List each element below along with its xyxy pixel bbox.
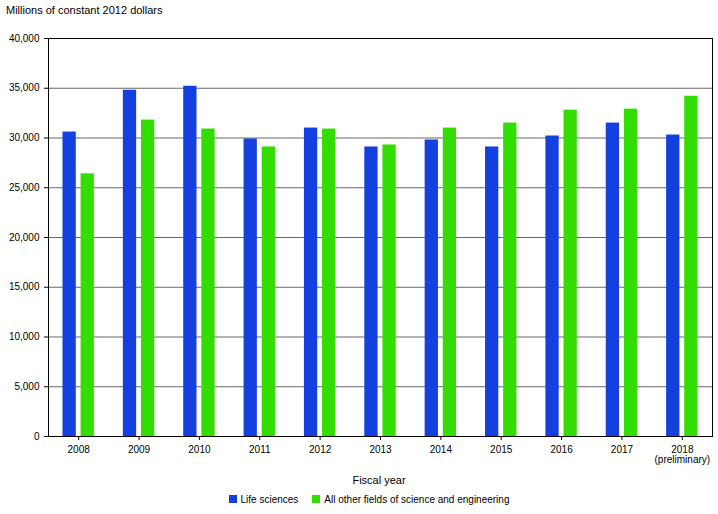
html-text:Life sciences: Life sciences (240, 493, 299, 505)
svg-text:2009: 2009 (128, 444, 151, 455)
svg-text:2012: 2012 (309, 444, 332, 455)
svg-text:40,000: 40,000 (9, 33, 40, 44)
svg-text:5,000: 5,000 (14, 381, 39, 392)
svg-text:2016: 2016 (550, 444, 573, 455)
svg-text:0: 0 (34, 431, 40, 442)
svg-text:15,000: 15,000 (9, 281, 40, 292)
svg-text:30,000: 30,000 (9, 132, 40, 143)
html-text:Fiscal year: Fiscal year (352, 474, 406, 486)
svg-text:20,000: 20,000 (9, 232, 40, 243)
svg-text:2014: 2014 (430, 444, 453, 455)
svg-text:2018(preliminary): 2018(preliminary) (655, 444, 711, 465)
svg-text:10,000: 10,000 (9, 331, 40, 342)
html-text:All other fields of science an: All other fields of science and engineer… (324, 493, 510, 505)
svg-text:2015: 2015 (490, 444, 513, 455)
svg-text:2017: 2017 (611, 444, 634, 455)
svg-text:2011: 2011 (249, 444, 271, 455)
svg-text:2008: 2008 (68, 444, 91, 455)
svg-text:2010: 2010 (188, 444, 211, 455)
svg-text:2013: 2013 (369, 444, 392, 455)
svg-text:35,000: 35,000 (9, 82, 40, 93)
html-text:Millions of constant 2012 doll: Millions of constant 2012 dollars (6, 4, 163, 16)
svg-text:25,000: 25,000 (9, 182, 40, 193)
